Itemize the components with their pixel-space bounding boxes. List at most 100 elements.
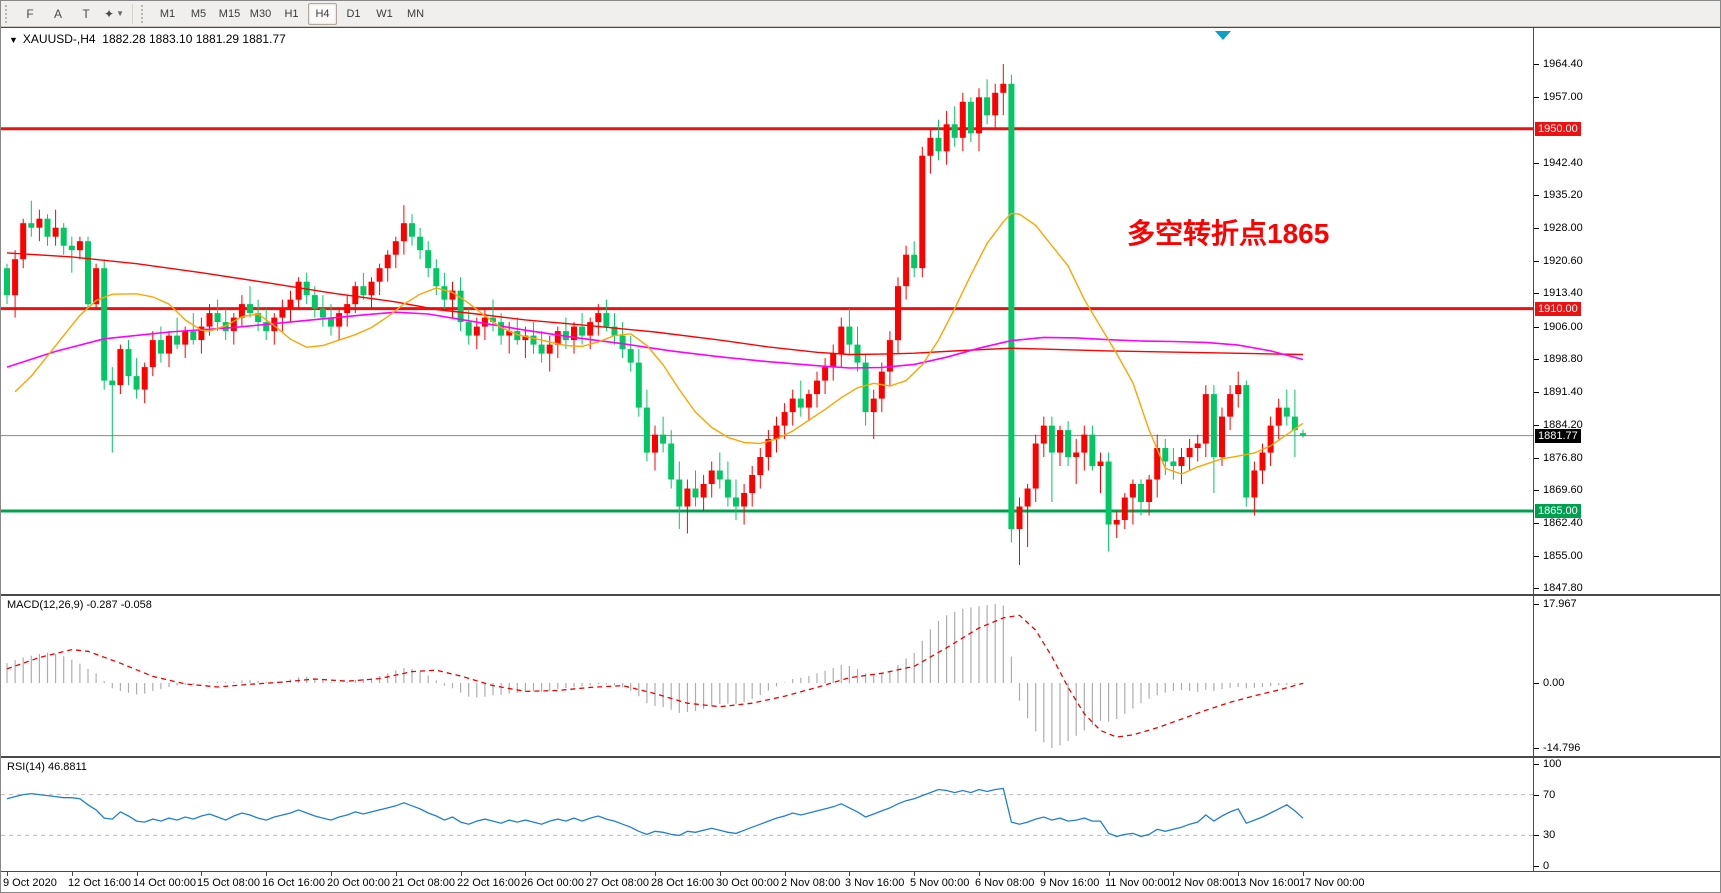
price-tick-mark xyxy=(1534,261,1539,262)
time-tick-mark xyxy=(914,872,915,876)
candle-body xyxy=(1000,83,1007,93)
candle-body xyxy=(182,331,189,345)
candle-body xyxy=(133,376,140,390)
candle-body xyxy=(611,326,618,336)
dropdown-caret-icon[interactable]: ▼ xyxy=(116,9,124,18)
candlestick-canvas[interactable] xyxy=(1,28,1533,594)
price-tick-mark xyxy=(1534,425,1539,426)
candle-body xyxy=(425,250,432,269)
ohlc-values: 1882.28 1883.10 1881.29 1881.77 xyxy=(102,32,286,46)
timeframe-button-M15[interactable]: M15 xyxy=(218,7,241,20)
candle-body xyxy=(287,299,294,309)
candle-body xyxy=(392,241,399,255)
candle-body xyxy=(76,241,83,251)
candle-body xyxy=(919,155,926,269)
candle-body xyxy=(1040,425,1047,444)
toolbar-grip2[interactable] xyxy=(141,4,148,23)
candle-body xyxy=(967,101,974,134)
candle-body xyxy=(465,322,472,336)
chart-text-annotation: 多空转折点1865 xyxy=(1127,218,1330,249)
timeframe-button-M5[interactable]: M5 xyxy=(190,7,207,20)
candle-body xyxy=(360,286,367,296)
candle-body xyxy=(319,308,326,318)
time-label: 16 Oct 16:00 xyxy=(262,877,325,889)
rsi-line xyxy=(6,787,1304,838)
text-a-tool-icon[interactable]: A xyxy=(53,6,62,21)
candle-body xyxy=(1048,425,1055,453)
candle-body xyxy=(862,362,869,413)
candle-body xyxy=(546,344,553,354)
candle-body xyxy=(409,223,415,237)
timeframe-button-H1[interactable]: H1 xyxy=(284,7,299,20)
time-label: 21 Oct 08:00 xyxy=(392,877,455,889)
candle-body xyxy=(400,223,407,242)
time-tick-mark xyxy=(266,872,267,876)
candle-body xyxy=(336,313,343,327)
timeframe-button-MN[interactable]: MN xyxy=(406,7,425,20)
candle-body xyxy=(1146,479,1153,502)
timeframe-button-M30[interactable]: M30 xyxy=(249,7,272,20)
candle-body xyxy=(822,367,829,381)
time-label: 12 Oct 16:00 xyxy=(68,877,131,889)
price-axis[interactable]: 1964.40 1957.00 1942.40 1935.20 1928.00 1920.… xyxy=(1533,28,1720,594)
candle-body xyxy=(222,322,229,332)
chart-shift-marker-icon[interactable] xyxy=(1215,31,1231,40)
price-tick-label: 1906.00 xyxy=(1543,321,1583,333)
toolbar-grip[interactable] xyxy=(5,4,12,23)
object-cursor-tool-icon[interactable]: ✦ ▼ xyxy=(104,6,124,21)
time-tick-mark xyxy=(1109,872,1110,876)
candle-body xyxy=(344,304,351,314)
toolbar-separator xyxy=(132,3,133,24)
toolbar: F A T ✦ ▼ M1 M5 M15 M30 H1 H4 D1 W1 MN xyxy=(1,1,1720,27)
candle-body xyxy=(166,335,172,354)
candle-body xyxy=(903,254,910,287)
price-tick-mark xyxy=(1534,293,1539,294)
time-tick-mark xyxy=(979,872,980,876)
candle-body xyxy=(692,488,699,498)
candle-body xyxy=(1194,443,1201,448)
text-label-tool-icon[interactable]: T xyxy=(82,6,90,21)
time-tick-mark xyxy=(1238,872,1239,876)
candle-body xyxy=(52,227,59,237)
candle-body xyxy=(1057,430,1063,453)
time-tick-mark xyxy=(137,872,138,876)
price-chart-panel[interactable]: 1964.40 1957.00 1942.40 1935.20 1928.00 1920.… xyxy=(1,27,1720,595)
candle-body xyxy=(1105,461,1112,525)
rsi-axis: 100 70 30 0 xyxy=(1533,758,1720,872)
timeframe-button-D1[interactable]: D1 xyxy=(346,7,361,20)
candle-body xyxy=(417,236,424,251)
time-axis[interactable]: 9 Oct 2020 12 Oct 16:00 14 Oct 00:00 15 Oct… xyxy=(1,872,1720,892)
price-tick-label: 1913.40 xyxy=(1543,287,1583,299)
timeframe-button-W1[interactable]: W1 xyxy=(376,7,393,20)
price-tick-mark xyxy=(1534,392,1539,393)
candle-body xyxy=(157,340,164,354)
candle-body xyxy=(724,479,731,498)
timeframe-button-M1[interactable]: M1 xyxy=(159,7,176,20)
candle-body xyxy=(125,349,132,377)
candle-body xyxy=(376,268,383,282)
rsi-tick-mark xyxy=(1534,866,1539,867)
macd-canvas[interactable] xyxy=(1,596,1533,756)
macd-tick-mark xyxy=(1534,683,1539,684)
candle-body xyxy=(12,259,19,296)
candle-body xyxy=(660,434,667,444)
candle-body xyxy=(805,394,812,408)
rsi-label: RSI(14) 46.8811 xyxy=(7,761,87,773)
rsi-canvas[interactable] xyxy=(1,758,1533,871)
time-label: 15 Oct 08:00 xyxy=(197,877,260,889)
candle-body xyxy=(214,313,221,323)
timeframe-button-H4[interactable]: H4 xyxy=(308,2,337,25)
chevron-down-icon[interactable]: ▼ xyxy=(9,35,18,45)
candle-body xyxy=(1227,394,1234,417)
time-label: 20 Oct 00:00 xyxy=(327,877,390,889)
rsi-panel[interactable]: 100 70 30 0 RSI(14) 46.8811 xyxy=(1,757,1720,872)
price-tick-label: 1876.80 xyxy=(1543,452,1583,464)
macd-panel[interactable]: 17.967 0.00 -14.796 MACD(12,26,9) -0.287 -… xyxy=(1,595,1720,757)
candle-body xyxy=(1121,497,1128,520)
new-order-grid-icon[interactable]: F xyxy=(26,6,34,21)
candle-body xyxy=(473,326,480,336)
price-tick-label: 1935.20 xyxy=(1543,189,1583,201)
candle-body xyxy=(741,493,748,507)
candle-body xyxy=(749,475,756,493)
